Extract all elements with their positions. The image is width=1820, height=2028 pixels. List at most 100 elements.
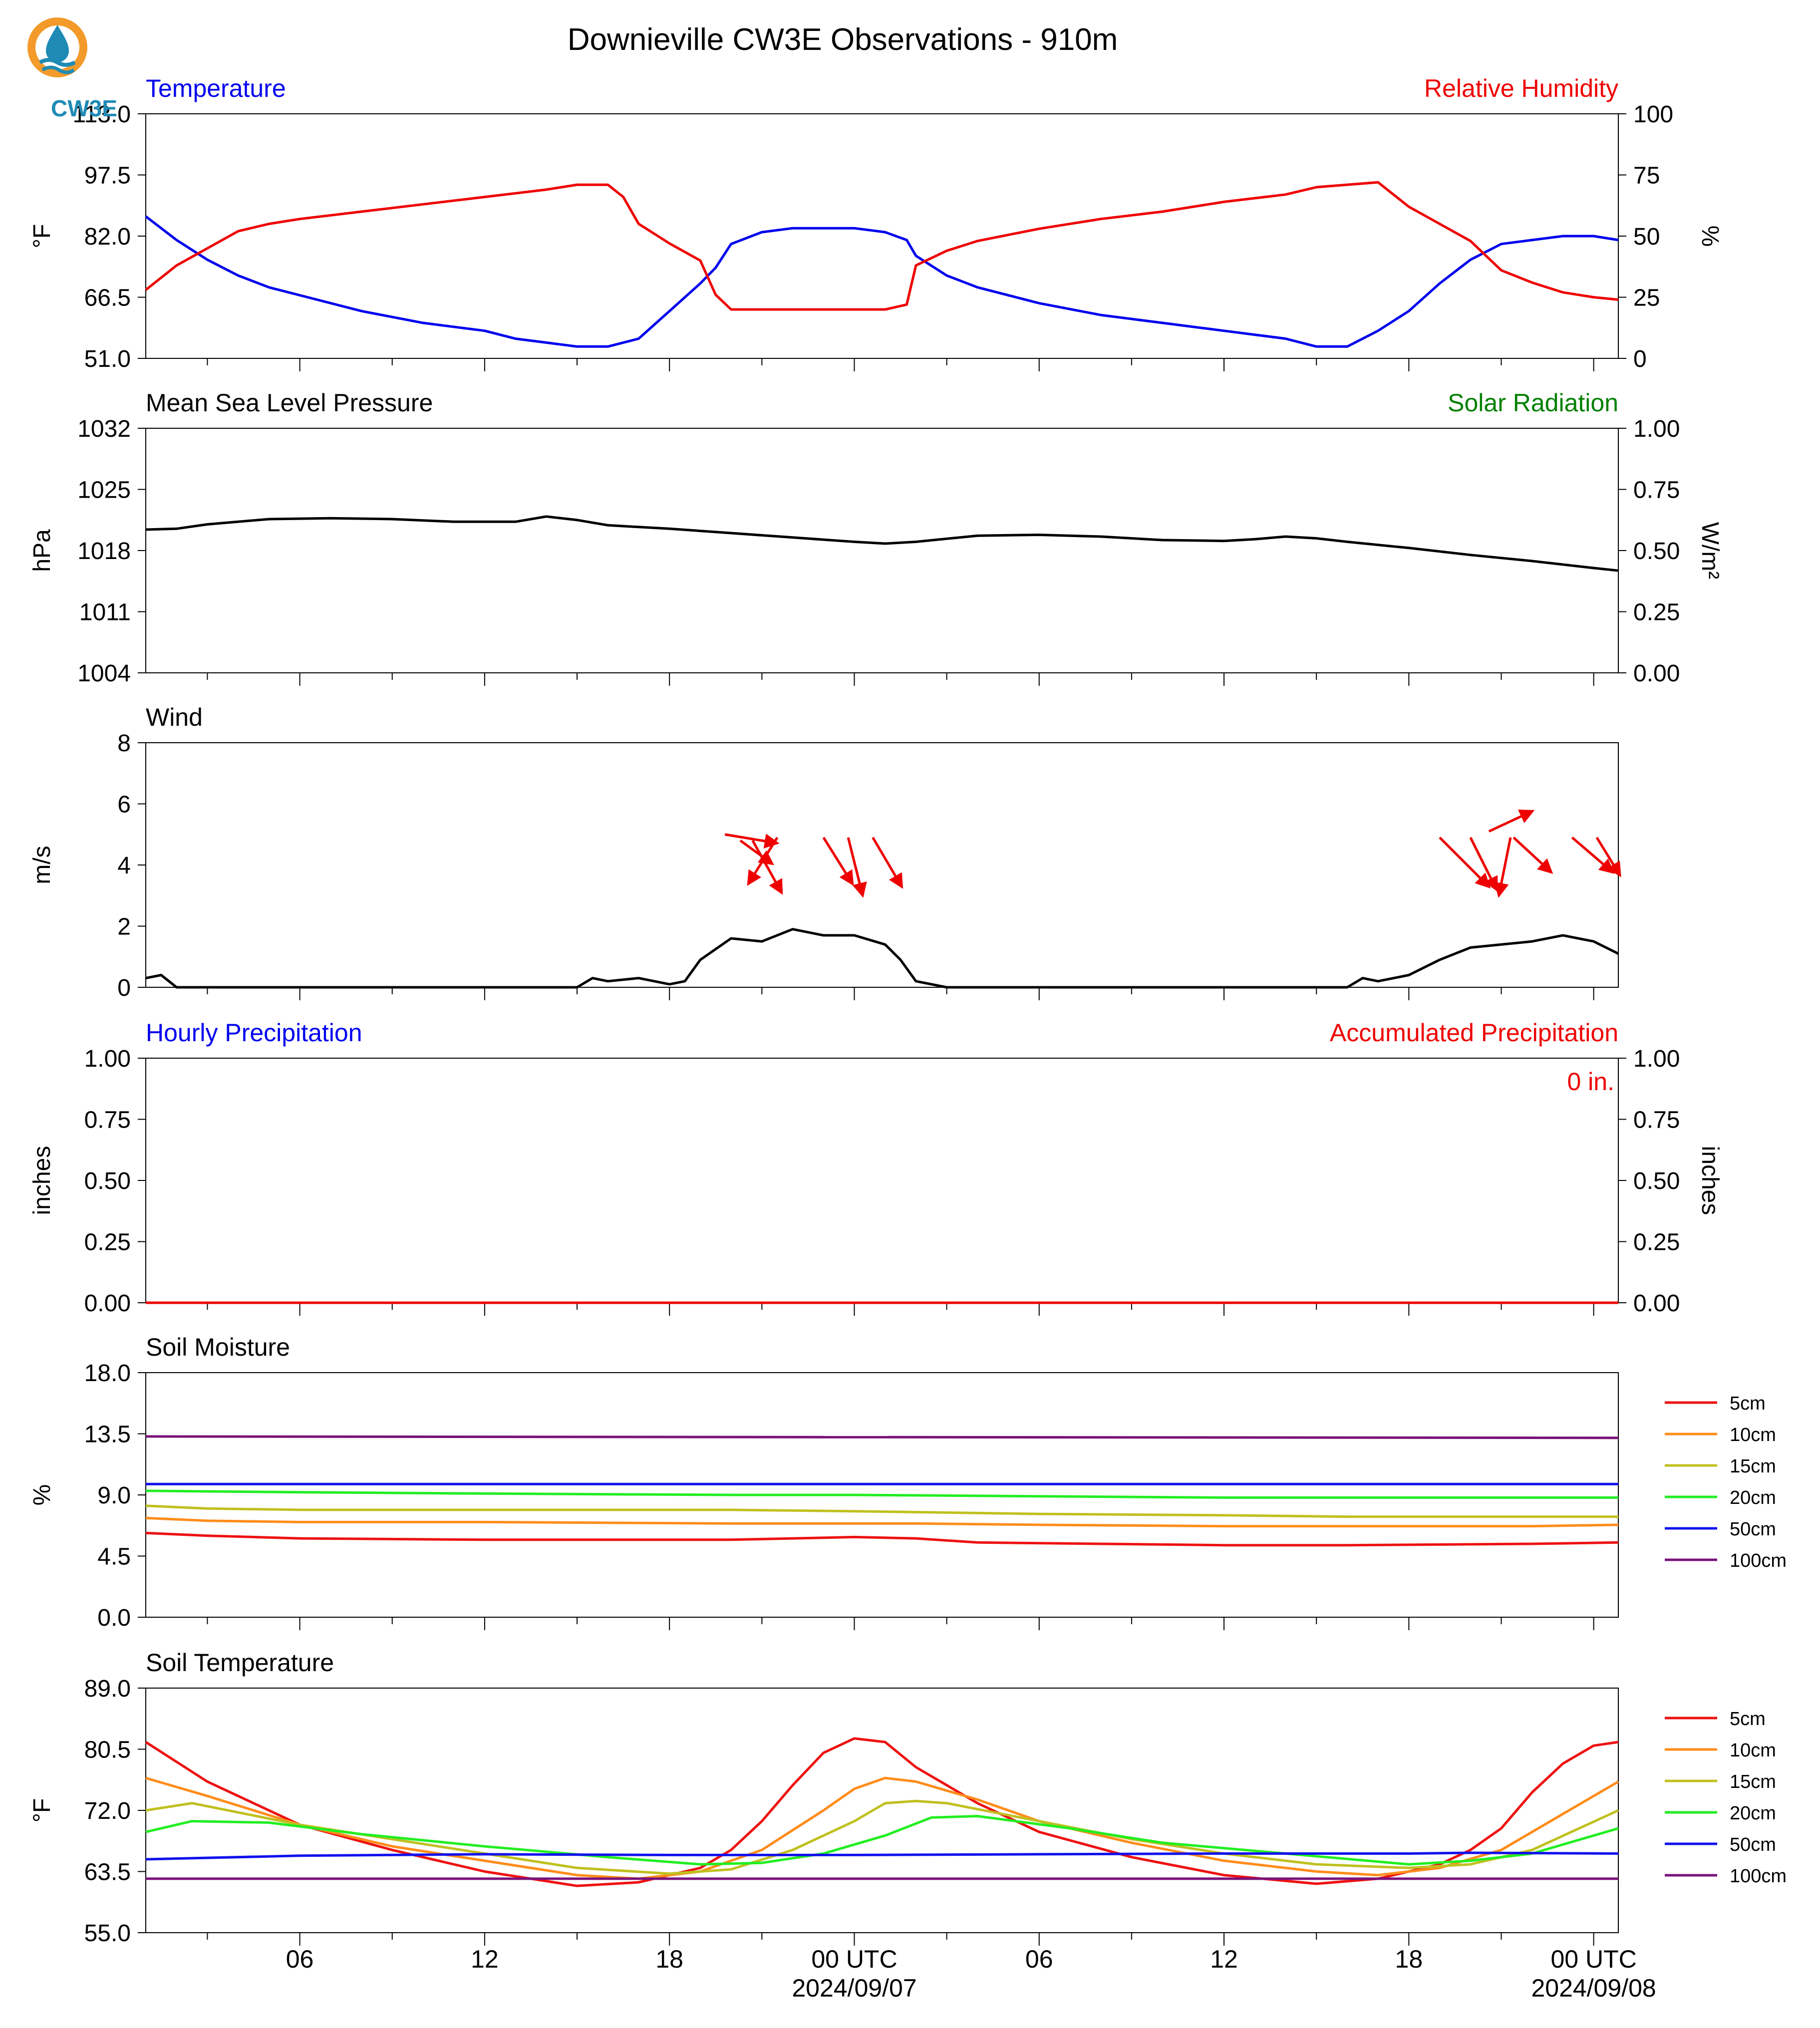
series-line-15cm	[145, 1504, 1618, 1518]
series-line-50cm	[145, 1851, 1619, 1861]
y-tick-label-right: 0	[1633, 346, 1647, 372]
y-tick-label-left: 1018	[77, 538, 131, 565]
legend-label: 100cm	[1730, 1550, 1787, 1571]
y-tick-label-left: 0.75	[84, 1107, 131, 1134]
y-tick-label-right: 75	[1633, 163, 1660, 189]
legend-label: 20cm	[1730, 1803, 1776, 1824]
wind-barb-arrow	[1513, 837, 1553, 874]
y-tick-label-left: 8	[117, 730, 131, 757]
legend-label: 50cm	[1730, 1834, 1776, 1855]
y-axis-label-left: %	[29, 1484, 55, 1506]
panel-2: 8 6 4 2 0 m/s Wind	[29, 703, 1621, 1001]
legend-label: 10cm	[1730, 1740, 1776, 1761]
panel-title-left: Mean Sea Level Pressure	[146, 389, 433, 417]
y-tick-label-left: 18.0	[84, 1360, 131, 1387]
y-tick-label-left: 1004	[77, 660, 131, 687]
panel-1: 1032 1025 1018 1011 1004 1.00 0.75 0.50 0.25 0.00…	[29, 389, 1723, 687]
legend-label: 50cm	[1730, 1519, 1776, 1540]
series-line-20cm	[145, 1815, 1619, 1866]
wind-barb-arrow	[1469, 837, 1498, 892]
panel-title-right: Relative Humidity	[1424, 74, 1618, 102]
panel-4: 18.0 13.5 9.0 4.5 0.0% Soil Moisture 5cm 10cm 15…	[29, 1333, 1787, 1631]
y-axis-label-right: %	[1697, 226, 1723, 247]
wind-barb-arrow	[747, 837, 779, 886]
x-date-label: 2024/09/07	[792, 1974, 916, 2002]
y-tick-label-left: 0.25	[84, 1229, 131, 1256]
y-tick-label-left: 0.50	[84, 1168, 131, 1194]
y-axis-label-left: hPa	[29, 529, 55, 572]
x-tick-label: 18	[1395, 1945, 1423, 1973]
cw3e-logo: CW3E	[20, 15, 117, 121]
legend-label: 20cm	[1730, 1487, 1776, 1508]
panel-title-left: Wind	[146, 703, 203, 731]
series-line-10cm	[145, 1516, 1619, 1528]
legend-label: 10cm	[1730, 1425, 1776, 1446]
logo-text: CW3E	[51, 95, 117, 121]
logo-droplet-icon	[27, 17, 87, 77]
y-tick-label-left: 80.5	[84, 1737, 131, 1763]
y-axis-label-left: inches	[29, 1146, 55, 1215]
y-axis-label-right: inches	[1697, 1146, 1723, 1215]
series-line-pressure	[145, 515, 1619, 572]
series-line-15cm	[145, 1799, 1619, 1875]
wind-barb-arrow	[1494, 837, 1512, 898]
y-tick-label-left: 51.0	[84, 346, 131, 372]
series-line-20cm	[145, 1489, 1618, 1499]
y-tick-label-right: 1.00	[1633, 1046, 1680, 1072]
series-line-100cm	[145, 1435, 1619, 1440]
y-tick-label-left: 66.5	[84, 285, 131, 311]
y-tick-label-left: 4	[117, 853, 131, 879]
wind-barb-arrow	[751, 840, 783, 895]
panel-title-right: Solar Radiation	[1448, 389, 1618, 417]
panel-0: 113.0 97.5 82.0 66.5 51.0 100 75 50 25 0 °F % Temper…	[29, 74, 1723, 372]
y-tick-label-left: 0.0	[97, 1605, 131, 1631]
x-date-label: 2024/09/08	[1531, 1974, 1656, 2002]
y-tick-label-left: 6	[117, 792, 131, 818]
x-tick-label: 00 UTC	[1550, 1945, 1636, 1973]
wind-barb-arrow	[1595, 837, 1621, 877]
series-line-5cm	[145, 1531, 1619, 1547]
y-tick-label-right: 0.00	[1633, 660, 1680, 687]
y-tick-label-left: 4.5	[97, 1544, 131, 1570]
y-tick-label-right: 0.75	[1633, 477, 1680, 504]
y-tick-label-right: 0.25	[1633, 599, 1680, 626]
precip-total-annotation: 0 in.	[1567, 1068, 1614, 1096]
wind-barb-arrow	[739, 839, 774, 866]
y-tick-label-left: 89.0	[84, 1676, 131, 1702]
y-axis-label-right: W/m²	[1697, 522, 1723, 579]
y-tick-label-left: 1025	[77, 477, 131, 504]
series-line-temperature	[145, 215, 1619, 348]
legend-label: 5cm	[1730, 1709, 1766, 1730]
y-tick-label-right: 50	[1633, 224, 1660, 250]
y-tick-label-left: 0.00	[84, 1290, 131, 1317]
y-tick-label-right: 1.00	[1633, 416, 1680, 442]
legend-label: 5cm	[1730, 1393, 1766, 1414]
x-tick-label: 12	[1210, 1945, 1238, 1973]
y-axis-label-left: m/s	[29, 846, 55, 884]
y-tick-label-left: 113.0	[72, 101, 131, 128]
y-tick-label-right: 0.75	[1633, 1107, 1680, 1134]
panel-title-left: Soil Temperature	[146, 1649, 334, 1677]
wind-barb-arrow	[872, 837, 904, 889]
y-tick-label-left: 9.0	[97, 1482, 131, 1509]
y-tick-label-right: 0.50	[1633, 1168, 1680, 1194]
y-tick-label-right: 100	[1633, 101, 1673, 128]
wind-barb-arrow	[1571, 836, 1615, 874]
x-tick-label: 06	[286, 1945, 314, 1973]
y-tick-label-left: 72.0	[84, 1798, 131, 1824]
x-tick-label: 06	[1025, 1945, 1053, 1973]
y-tick-label-left: 2	[117, 914, 131, 940]
y-tick-label-left: 1032	[77, 416, 131, 442]
x-tick-label: 18	[655, 1945, 683, 1973]
panel-5: 55.0 63.5 72.0 80.5 89.0 °F Soil Temperature 5c…	[29, 1649, 1787, 1947]
y-tick-label-left: 63.5	[84, 1859, 131, 1886]
legend-label: 100cm	[1730, 1866, 1787, 1887]
wind-barb-arrow	[1488, 810, 1535, 833]
wind-barb-arrow	[1439, 837, 1491, 889]
figure-title: Downieville CW3E Observations - 910m	[568, 22, 1118, 57]
x-tick-label: 12	[471, 1945, 499, 1973]
panel-title-right: Accumulated Precipitation	[1330, 1019, 1618, 1047]
legend-label: 15cm	[1730, 1771, 1776, 1792]
y-axis-label-left: °F	[29, 1798, 55, 1823]
